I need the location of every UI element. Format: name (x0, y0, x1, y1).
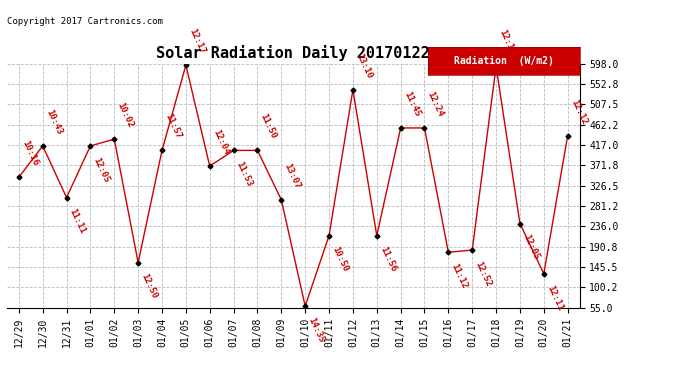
Text: 11:56: 11:56 (378, 245, 397, 274)
Text: 11:12: 11:12 (450, 262, 469, 290)
Text: 12:04: 12:04 (211, 128, 230, 156)
Text: 11:11: 11:11 (68, 207, 87, 236)
Text: Copyright 2017 Cartronics.com: Copyright 2017 Cartronics.com (7, 17, 163, 26)
Text: Radiation  (W/m2): Radiation (W/m2) (454, 56, 553, 66)
Text: 13:07: 13:07 (282, 162, 302, 190)
Text: 12:52: 12:52 (473, 260, 493, 288)
Text: 11:50: 11:50 (259, 112, 278, 141)
Text: 11:57: 11:57 (164, 112, 183, 141)
Text: 12:12: 12:12 (569, 98, 589, 126)
Text: 10:16: 10:16 (20, 140, 39, 168)
Text: 11:53: 11:53 (235, 160, 255, 188)
Text: 12:50: 12:50 (139, 272, 159, 300)
Text: 12:11: 12:11 (545, 284, 564, 312)
Text: 12:17: 12:17 (187, 27, 206, 56)
Text: 14:35: 14:35 (306, 316, 326, 344)
Text: 10:43: 10:43 (44, 108, 63, 136)
Text: 12:24: 12:24 (426, 90, 445, 118)
Text: 13:10: 13:10 (354, 52, 373, 80)
Text: 10:02: 10:02 (115, 101, 135, 129)
Text: 12:13: 12:13 (497, 28, 517, 57)
Text: 10:50: 10:50 (331, 245, 350, 274)
Title: Solar Radiation Daily 20170122: Solar Radiation Daily 20170122 (157, 45, 430, 61)
Text: 11:45: 11:45 (402, 90, 422, 118)
Text: 12:05: 12:05 (521, 233, 541, 261)
Text: 12:05: 12:05 (92, 156, 111, 184)
